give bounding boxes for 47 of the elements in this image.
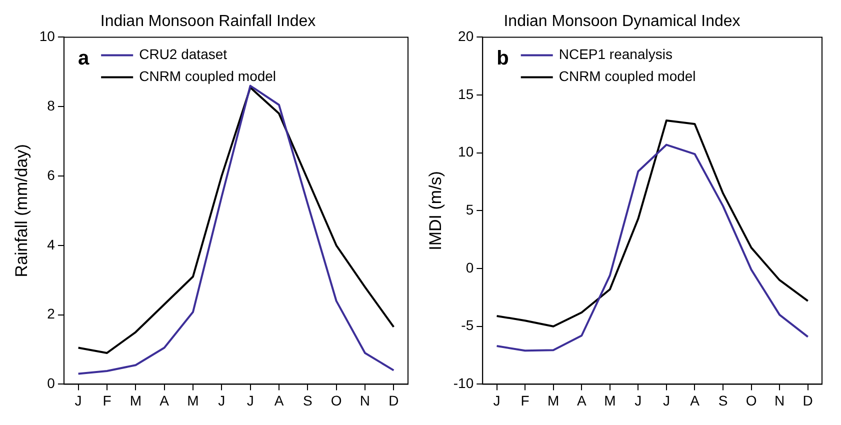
x-tick-label: O [330, 392, 342, 408]
legend-label: CNRM coupled model [558, 68, 696, 84]
y-tick-label: 8 [47, 97, 56, 114]
y-axis-title: Rainfall (mm/day) [12, 144, 31, 278]
x-tick-label: J [218, 392, 226, 408]
chart-title: Indian Monsoon Rainfall Index [100, 13, 316, 30]
legend-label: NCEP1 reanalysis [558, 46, 672, 62]
x-tick-label: S [302, 392, 312, 408]
y-tick-label: 10 [39, 28, 56, 44]
x-tick-label: A [160, 392, 170, 408]
y-tick-label: 0 [466, 259, 474, 276]
y-tick-label: 5 [466, 202, 474, 218]
y-tick-label: 0 [47, 375, 56, 392]
y-tick-label: 10 [458, 144, 474, 160]
x-tick-label: A [690, 392, 700, 408]
y-tick-label: 20 [458, 28, 474, 44]
x-tick-label: M [187, 392, 199, 408]
x-tick-label: F [520, 392, 530, 408]
x-tick-label: J [493, 392, 500, 408]
x-tick-label: F [102, 392, 112, 408]
x-tick-label: A [274, 392, 284, 408]
y-tick-label: -5 [461, 317, 474, 334]
x-tick-label: N [774, 392, 785, 408]
legend-label: CRU2 dataset [139, 46, 228, 62]
x-tick-label: N [360, 392, 370, 408]
x-tick-label: D [388, 392, 399, 408]
x-tick-label: M [130, 392, 142, 408]
y-tick-label: 4 [47, 236, 56, 252]
y-tick-label: 15 [458, 86, 474, 102]
x-tick-label: D [802, 392, 813, 408]
annotation: b [496, 48, 509, 70]
x-tick-label: O [746, 392, 757, 408]
x-tick-label: M [548, 392, 560, 408]
y-tick-label: -10 [453, 375, 474, 392]
x-tick-label: J [662, 392, 670, 408]
x-tick-label: A [576, 392, 587, 408]
x-tick-label: J [634, 392, 642, 408]
chart-title: Indian Monsoon Dynamical Index [504, 13, 740, 30]
y-tick-label: 2 [47, 306, 56, 322]
y-tick-label: 6 [47, 166, 56, 183]
x-tick-label: J [246, 392, 254, 408]
legend-label: CNRM coupled model [139, 68, 276, 84]
annotation: a [78, 48, 90, 70]
x-tick-label: J [74, 392, 82, 408]
x-tick-label: M [604, 392, 616, 408]
x-tick-label: S [718, 392, 728, 408]
y-axis-title: IMDI (m/s) [426, 171, 445, 250]
